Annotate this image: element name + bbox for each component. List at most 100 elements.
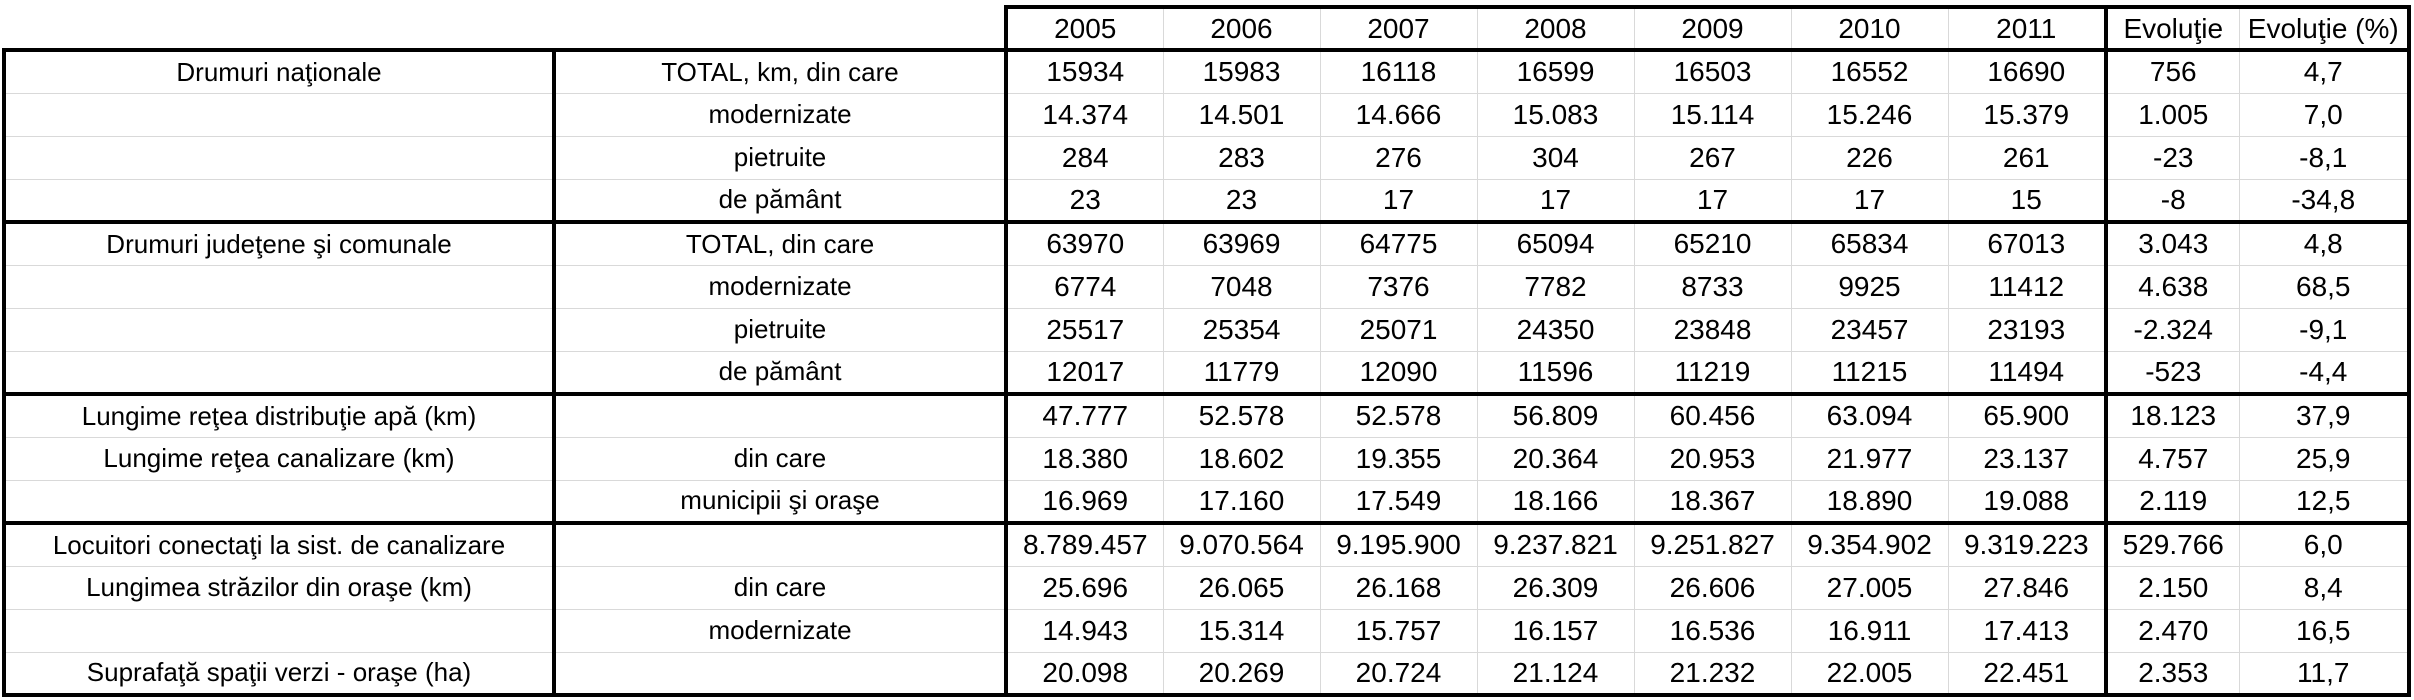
data-cell-2010: 17	[1790, 178, 1949, 223]
table-row: pietruite 25517 25354 25071 24350 23848 23457 2…	[2, 307, 2411, 352]
data-cell-2007: 20.724	[1319, 651, 1478, 697]
data-cell-2009: 267	[1633, 135, 1792, 180]
data-cell-evolutie-pct: 68,5	[2238, 264, 2411, 309]
data-cell-2006: 26.065	[1162, 565, 1321, 610]
data-cell-2005: 25.696	[1005, 565, 1164, 610]
row-category-label: Drumuri naţionale	[2, 48, 556, 94]
data-cell-evolutie-pct: 11,7	[2238, 651, 2411, 697]
data-cell-2006: 15.314	[1162, 608, 1321, 653]
data-cell-2006: 17.160	[1162, 479, 1321, 524]
data-cell-2005: 6774	[1005, 264, 1164, 309]
data-cell-2011: 9.319.223	[1947, 521, 2108, 567]
data-cell-2011: 23.137	[1947, 436, 2108, 481]
table-row: municipii şi oraşe 16.969 17.160 17.549 18.1…	[2, 479, 2411, 524]
row-sub-label: modernizate	[553, 608, 1008, 653]
data-cell-2007: 14.666	[1319, 92, 1478, 137]
col-header-2008: 2008	[1476, 5, 1635, 52]
row-sub-label: modernizate	[553, 92, 1008, 137]
data-cell-2011: 22.451	[1947, 651, 2108, 697]
data-cell-2008: 56.809	[1476, 392, 1635, 438]
data-cell-2010: 21.977	[1790, 436, 1949, 481]
data-cell-2005: 12017	[1005, 350, 1164, 395]
data-cell-2011: 27.846	[1947, 565, 2108, 610]
table-row: Drumuri naţionale TOTAL, km, din care 1593…	[2, 48, 2411, 94]
data-cell-evolutie: -23	[2105, 135, 2240, 180]
data-cell-2007: 19.355	[1319, 436, 1478, 481]
data-cell-2011: 19.088	[1947, 479, 2108, 524]
data-cell-2010: 11215	[1790, 350, 1949, 395]
data-cell-2011: 261	[1947, 135, 2108, 180]
row-category-label	[2, 135, 556, 180]
row-sub-label	[553, 651, 1008, 697]
data-cell-evolutie-pct: -8,1	[2238, 135, 2411, 180]
col-header-evolutie-pct: Evoluţie (%)	[2238, 5, 2411, 52]
row-sub-label: pietruite	[553, 307, 1008, 352]
row-category-label	[2, 350, 556, 395]
col-header-2009: 2009	[1633, 5, 1792, 52]
data-cell-2008: 18.166	[1476, 479, 1635, 524]
data-cell-2009: 15.114	[1633, 92, 1792, 137]
data-cell-2008: 304	[1476, 135, 1635, 180]
row-sub-label	[553, 392, 1008, 438]
data-cell-2005: 8.789.457	[1005, 521, 1164, 567]
data-cell-2009: 8733	[1633, 264, 1792, 309]
data-cell-2009: 21.232	[1633, 651, 1792, 697]
data-cell-2011: 15	[1947, 178, 2108, 223]
data-cell-2008: 16.157	[1476, 608, 1635, 653]
data-cell-evolutie-pct: 25,9	[2238, 436, 2411, 481]
row-sub-label: municipii şi oraşe	[553, 479, 1008, 524]
data-cell-2011: 23193	[1947, 307, 2108, 352]
data-cell-evolutie: 2.470	[2105, 608, 2240, 653]
data-cell-evolutie-pct: -9,1	[2238, 307, 2411, 352]
row-category-label	[2, 178, 556, 223]
table-row: modernizate 6774 7048 7376 7782 8733 9925 11412…	[2, 264, 2411, 309]
data-cell-2005: 63970	[1005, 220, 1164, 266]
data-cell-2007: 64775	[1319, 220, 1478, 266]
data-cell-2007: 276	[1319, 135, 1478, 180]
data-cell-2005: 23	[1005, 178, 1164, 223]
data-cell-2011: 11412	[1947, 264, 2108, 309]
data-cell-2006: 20.269	[1162, 651, 1321, 697]
row-sub-label: din care	[553, 565, 1008, 610]
data-cell-evolutie-pct: 6,0	[2238, 521, 2411, 567]
col-header-2006: 2006	[1162, 5, 1321, 52]
row-sub-label: TOTAL, din care	[553, 220, 1008, 266]
table-body: Drumuri naţionale TOTAL, km, din care 1593…	[2, 48, 2411, 697]
data-cell-2011: 16690	[1947, 48, 2108, 94]
table-row: Lungimea străzilor din oraşe (km) din car…	[2, 565, 2411, 610]
row-category-label: Lungime reţea distribuţie apă (km)	[2, 392, 556, 438]
table-row: Lungime reţea distribuţie apă (km) 47.777…	[2, 392, 2411, 438]
row-category-label: Suprafaţă spaţii verzi - oraşe (ha)	[2, 651, 556, 697]
data-cell-evolutie: 4.757	[2105, 436, 2240, 481]
table-row: Locuitori conectaţi la sist. de canaliza…	[2, 521, 2411, 567]
infrastructure-evolution-table: 2005 2006 2007 2008 2009 2010 2011 Evolu…	[2, 5, 2411, 697]
data-cell-2010: 226	[1790, 135, 1949, 180]
data-cell-evolutie-pct: -34,8	[2238, 178, 2411, 223]
table-row: Lungime reţea canalizare (km) din care 18.…	[2, 436, 2411, 481]
data-cell-evolutie: 18.123	[2105, 392, 2240, 438]
data-cell-2011: 17.413	[1947, 608, 2108, 653]
data-cell-2009: 20.953	[1633, 436, 1792, 481]
header-row: 2005 2006 2007 2008 2009 2010 2011 Evolu…	[4, 5, 2411, 52]
table-row: modernizate 14.943 15.314 15.757 16.157 16.53…	[2, 608, 2411, 653]
data-cell-2006: 23	[1162, 178, 1321, 223]
data-cell-2008: 17	[1476, 178, 1635, 223]
row-category-label: Locuitori conectaţi la sist. de canaliza…	[2, 521, 556, 567]
data-cell-2008: 16599	[1476, 48, 1635, 94]
row-category-label	[2, 264, 556, 309]
data-cell-2005: 25517	[1005, 307, 1164, 352]
data-cell-2010: 63.094	[1790, 392, 1949, 438]
data-cell-2006: 15983	[1162, 48, 1321, 94]
table-row: Suprafaţă spaţii verzi - oraşe (ha) 20.09…	[2, 651, 2411, 697]
row-category-label	[2, 479, 556, 524]
data-cell-evolutie-pct: -4,4	[2238, 350, 2411, 395]
col-header-2007: 2007	[1319, 5, 1478, 52]
data-cell-2006: 25354	[1162, 307, 1321, 352]
data-cell-2010: 18.890	[1790, 479, 1949, 524]
data-cell-2008: 65094	[1476, 220, 1635, 266]
data-cell-2008: 26.309	[1476, 565, 1635, 610]
row-category-label: Drumuri judeţene şi comunale	[2, 220, 556, 266]
data-cell-evolutie: 2.353	[2105, 651, 2240, 697]
data-cell-evolutie-pct: 8,4	[2238, 565, 2411, 610]
